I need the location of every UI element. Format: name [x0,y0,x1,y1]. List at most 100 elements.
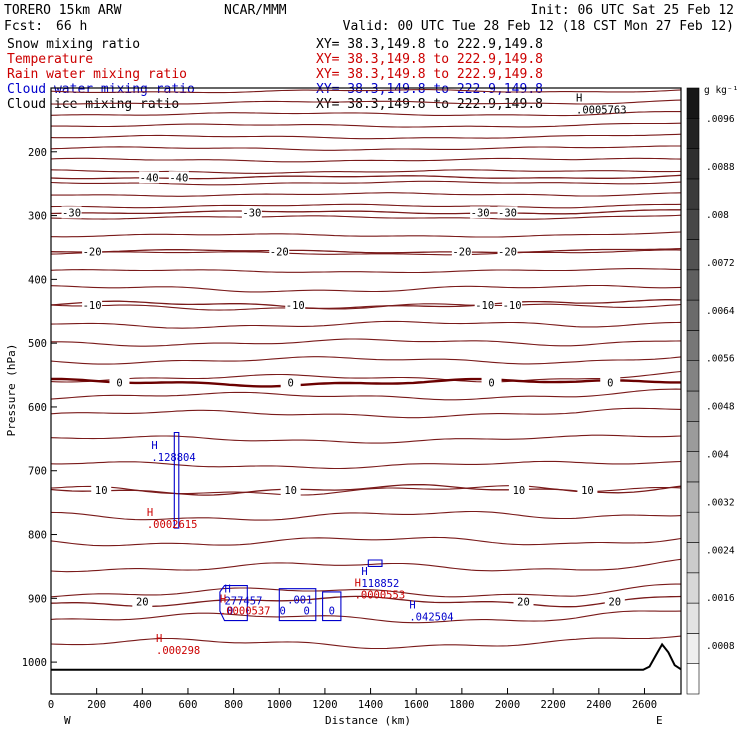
cloud-water-contour [173,431,180,529]
maximum-marker: H [147,507,153,519]
plot-frame [50,87,682,695]
colorbar-tick-label: .0064 [706,306,735,317]
colorbar-tick-label: .0096 [706,114,735,125]
x-tick-label: 1800 [449,699,474,711]
isotherm-line--30 [50,209,681,215]
y-tick-label: 500 [28,338,47,350]
colorbar-tick-label: .0048 [706,402,735,413]
maximum-value: .128804 [151,452,195,464]
isotherm-label: -40 [140,172,159,184]
maximum-marker: H [361,566,367,578]
cloud-water-contour [367,559,383,567]
isotherm-label-bg [604,595,625,608]
isotherm-line [50,635,682,650]
isotherm-line [50,356,682,365]
colorbar-tick-label: .0072 [706,258,735,269]
y-tick-label: 300 [28,211,47,223]
isotherm-label: -30 [242,207,261,219]
isotherm-label: -20 [270,246,289,258]
isotherm-line [50,460,682,470]
isotherm-line [50,303,682,311]
isotherm-line [50,145,681,151]
colorbar-segment [686,330,700,361]
isotherm-line [50,157,682,163]
isotherm-label-bg [497,206,518,219]
x-tick-label: 2000 [495,699,520,711]
maximum-marker: H [355,577,361,589]
isotherm-label-bg [502,298,523,311]
isotherm-label-bg [470,206,491,219]
colorbar-segment [686,420,700,452]
maximum-marker: H [151,440,157,452]
isotherm-label-bg [481,376,502,389]
isotherm-line [50,610,682,624]
center-title: NCAR/MMM [224,3,287,18]
valid-time: Valid: 00 UTC Tue 28 Feb 12 (18 CST Mon … [343,19,734,34]
field-legend: Snow mixing ratio XY= 38.3,149.8 to 222.9… [7,37,543,112]
isotherm-label-bg [269,245,290,258]
colorbar-segment [686,148,700,180]
cloud-water-contour [219,585,248,622]
terrain-line [51,642,682,671]
maximum-value: .042504 [409,612,453,624]
plot-area: -40 -40-30 -30 -30 -30-20 -20 -20 -20-10 -10 -10-… [22,87,682,711]
isotherm-label-bg [109,376,130,389]
isotherm-line-10 [50,483,682,496]
isotherm-line [50,99,682,105]
isotherm-line [50,203,682,209]
isotherm-line [50,284,682,293]
isotherm-label: 10 [513,485,526,497]
isotherm-label: -40 [169,172,188,184]
field-xy-4: XY= 38.3,149.8 to 222.9,149.8 [316,97,543,112]
east-end-label: E [656,714,663,727]
west-end-label: W [64,714,71,727]
isotherm-line--10 [50,299,682,310]
isotherm-label: -10 [286,300,305,312]
x-tick-label: 200 [87,699,106,711]
isotherm-label: 0 [607,378,613,390]
isotherm-line [51,122,682,128]
model-title: TORERO 15km ARW [4,3,122,18]
colorbar-segment [686,633,700,665]
isotherm-label: 20 [136,597,149,609]
x-tick-label: 400 [133,699,152,711]
colorbar-segment [686,602,700,634]
isotherm-label: -10 [83,300,102,312]
colorbar-tick-label: .004 [706,449,729,460]
x-tick-label: 0 [48,699,54,711]
isotherm-line [51,231,682,238]
isotherm-line [50,214,682,220]
x-tick-label: 1400 [358,699,383,711]
colorbar-segment [686,390,700,422]
field-name-1: Temperature [7,52,93,67]
y-tick-label: 700 [28,466,47,478]
isotherm-line [50,370,682,383]
maximum-marker: H [576,93,582,105]
colorbar-segment [686,269,700,301]
colorbar-segment [686,572,700,604]
field-xy-2: XY= 38.3,149.8 to 222.9,149.8 [316,67,543,82]
isotherm-line [50,268,682,274]
isotherm-line [50,320,682,329]
isotherm-label: 0 [488,378,494,390]
isotherm-line [51,338,682,347]
cloud-contour-label: 0 [329,605,335,617]
isotherm-label-bg [82,245,103,258]
maximum-value: .0002615 [147,519,198,531]
colorbar-segment [686,663,700,695]
colorbar-segment [686,208,700,240]
isotherm-label: -20 [83,246,102,258]
y-tick-label: 1000 [22,657,47,669]
isotherm-label-bg [497,245,518,258]
cloud-water-contour [322,591,342,622]
isotherm-label: 10 [581,485,594,497]
colorbar-tick-label: .0008 [706,641,735,652]
y-tick-label: 200 [28,147,47,159]
x-tick-label: 2400 [586,699,611,711]
isotherm-line [50,133,682,140]
y-tick-label: 600 [28,402,47,414]
figure-header: TORERO 15km ARW NCAR/MMM Init: 06 UTC Sa… [4,3,734,34]
x-tick-label: 1000 [267,699,292,711]
colorbar-tick-label: .0056 [706,354,735,365]
isotherm-label: 0 [116,378,122,390]
